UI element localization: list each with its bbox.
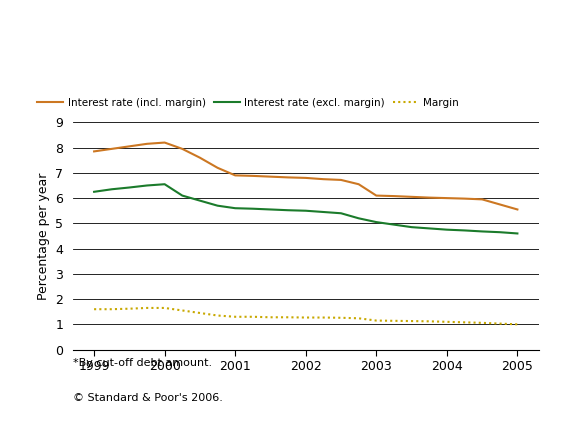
Text: © Standard & Poor's 2006.: © Standard & Poor's 2006.: [73, 393, 223, 403]
Legend: Interest rate (incl. margin), Interest rate (excl. margin), Margin: Interest rate (incl. margin), Interest r…: [33, 94, 463, 112]
Y-axis label: Percentage per year: Percentage per year: [36, 172, 50, 300]
Text: *By cut-off debt amount.: *By cut-off debt amount.: [73, 358, 212, 368]
Text: Chart 1: Weighted-Average Interest Rate, Interest Rate Before Margin, and Loan
M: Chart 1: Weighted-Average Interest Rate,…: [8, 4, 561, 32]
